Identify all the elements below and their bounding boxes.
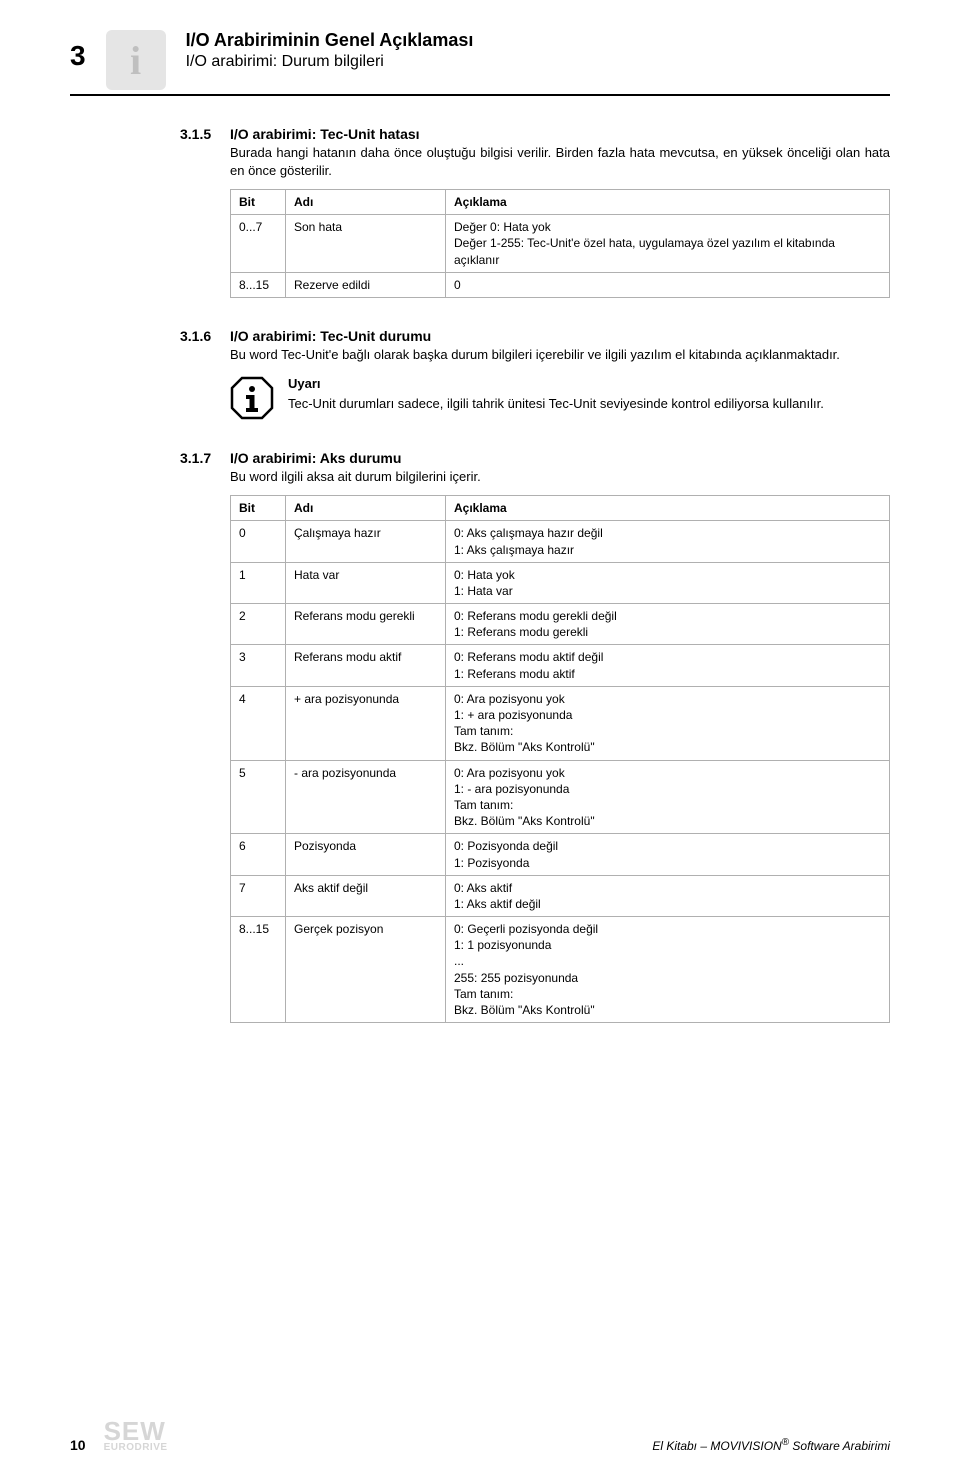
sew-logo: SEW EURODRIVE [104, 1421, 168, 1453]
section-number: 3.1.7 [180, 450, 230, 466]
section-body: Bu word Tec-Unit'e bağlı olarak başka du… [230, 346, 890, 364]
bit-table-317: Bit Adı Açıklama 0Çalışmaya hazır0: Aks … [230, 495, 890, 1023]
note-info-icon [230, 376, 274, 420]
chapter-number: 3 [70, 40, 86, 72]
table-row: 0Çalışmaya hazır0: Aks çalışmaya hazır d… [231, 521, 890, 562]
footer-right: El Kitabı – MOVIVISION® Software Arabiri… [652, 1437, 890, 1453]
header-titles: I/O Arabiriminin Genel Açıklaması I/O ar… [186, 30, 474, 71]
table-row: 2Referans modu gerekli0: Referans modu g… [231, 604, 890, 645]
table-cell: + ara pozisyonunda [286, 686, 446, 760]
table-cell: 6 [231, 834, 286, 875]
table-cell: 0: Aks çalışmaya hazır değil1: Aks çalış… [446, 521, 890, 562]
reg-mark: ® [782, 1437, 789, 1448]
table-cell: 8...15 [231, 272, 286, 297]
table-row: 1Hata var0: Hata yok1: Hata var [231, 562, 890, 603]
table-cell: Son hata [286, 215, 446, 273]
section-number: 3.1.5 [180, 126, 230, 142]
table-cell: Değer 0: Hata yokDeğer 1-255: Tec-Unit'e… [446, 215, 890, 273]
table-cell: Referans modu gerekli [286, 604, 446, 645]
section-316: 3.1.6 I/O arabirimi: Tec-Unit durumu Bu … [180, 328, 890, 420]
note-title: Uyarı [288, 376, 824, 391]
page-number: 10 [70, 1437, 86, 1453]
section-body: Burada hangi hatanın daha önce oluştuğu … [230, 144, 890, 179]
table-header: Adı [286, 496, 446, 521]
table-cell: 0...7 [231, 215, 286, 273]
note-text: Uyarı Tec-Unit durumları sadece, ilgili … [288, 376, 824, 413]
table-cell: Gerçek pozisyon [286, 917, 446, 1023]
table-cell: 7 [231, 875, 286, 916]
info-icon: i [106, 30, 166, 90]
table-row: 8...15Rezerve edildi0 [231, 272, 890, 297]
table-cell: 0 [231, 521, 286, 562]
table-cell: 3 [231, 645, 286, 686]
footer-text-prefix: El Kitabı – MOVIVISION [652, 1439, 781, 1453]
table-cell: 0: Hata yok1: Hata var [446, 562, 890, 603]
section-title: I/O arabirimi: Tec-Unit durumu [230, 328, 431, 344]
section-title: I/O arabirimi: Tec-Unit hatası [230, 126, 420, 142]
table-header: Adı [286, 190, 446, 215]
table-cell: Çalışmaya hazır [286, 521, 446, 562]
table-row: 4+ ara pozisyonunda0: Ara pozisyonu yok1… [231, 686, 890, 760]
table-cell: 0: Pozisyonda değil1: Pozisyonda [446, 834, 890, 875]
logo-sew: SEW [104, 1421, 166, 1442]
table-cell: 0: Referans modu aktif değil1: Referans … [446, 645, 890, 686]
page-header: 3 i I/O Arabiriminin Genel Açıklaması I/… [70, 30, 890, 96]
table-row: 5- ara pozisyonunda0: Ara pozisyonu yok1… [231, 760, 890, 834]
page-footer: 10 SEW EURODRIVE El Kitabı – MOVIVISION®… [70, 1420, 890, 1453]
section-title: I/O arabirimi: Aks durumu [230, 450, 401, 466]
table-header: Açıklama [446, 496, 890, 521]
table-cell: 8...15 [231, 917, 286, 1023]
table-cell: 0: Referans modu gerekli değil1: Referan… [446, 604, 890, 645]
table-cell: 0: Aks aktif1: Aks aktif değil [446, 875, 890, 916]
table-row: 8...15Gerçek pozisyon0: Geçerli pozisyon… [231, 917, 890, 1023]
table-cell: Referans modu aktif [286, 645, 446, 686]
section-number: 3.1.6 [180, 328, 230, 344]
page-title: I/O Arabiriminin Genel Açıklaması [186, 30, 474, 51]
note-uyari: Uyarı Tec-Unit durumları sadece, ilgili … [230, 376, 890, 420]
table-cell: Pozisyonda [286, 834, 446, 875]
table-cell: 0 [446, 272, 890, 297]
footer-left: 10 SEW EURODRIVE [70, 1421, 168, 1453]
logo-eurodrive: EURODRIVE [104, 1442, 168, 1453]
section-317: 3.1.7 I/O arabirimi: Aks durumu Bu word … [180, 450, 890, 1024]
table-cell: 0: Ara pozisyonu yok1: + ara pozisyonund… [446, 686, 890, 760]
table-cell: Hata var [286, 562, 446, 603]
table-cell: 4 [231, 686, 286, 760]
table-cell: 1 [231, 562, 286, 603]
table-cell: 0: Geçerli pozisyonda değil1: 1 pozisyon… [446, 917, 890, 1023]
note-body: Tec-Unit durumları sadece, ilgili tahrik… [288, 395, 824, 413]
table-row: 6Pozisyonda0: Pozisyonda değil1: Pozisyo… [231, 834, 890, 875]
table-cell: 5 [231, 760, 286, 834]
info-glyph: i [130, 37, 141, 84]
table-header: Bit [231, 496, 286, 521]
table-cell: Rezerve edildi [286, 272, 446, 297]
table-row: 0...7Son hataDeğer 0: Hata yokDeğer 1-25… [231, 215, 890, 273]
table-cell: Aks aktif değil [286, 875, 446, 916]
section-body: Bu word ilgili aksa ait durum bilgilerin… [230, 468, 890, 486]
table-row: 7Aks aktif değil0: Aks aktif1: Aks aktif… [231, 875, 890, 916]
bit-table-315: Bit Adı Açıklama 0...7Son hataDeğer 0: H… [230, 189, 890, 298]
table-cell: - ara pozisyonunda [286, 760, 446, 834]
table-row: 3Referans modu aktif0: Referans modu akt… [231, 645, 890, 686]
table-cell: 2 [231, 604, 286, 645]
table-header: Açıklama [446, 190, 890, 215]
footer-text-suffix: Software Arabirimi [789, 1439, 890, 1453]
page-subtitle: I/O arabirimi: Durum bilgileri [186, 53, 474, 71]
table-cell: 0: Ara pozisyonu yok1: - ara pozisyonund… [446, 760, 890, 834]
table-header: Bit [231, 190, 286, 215]
section-315: 3.1.5 I/O arabirimi: Tec-Unit hatası Bur… [180, 126, 890, 298]
